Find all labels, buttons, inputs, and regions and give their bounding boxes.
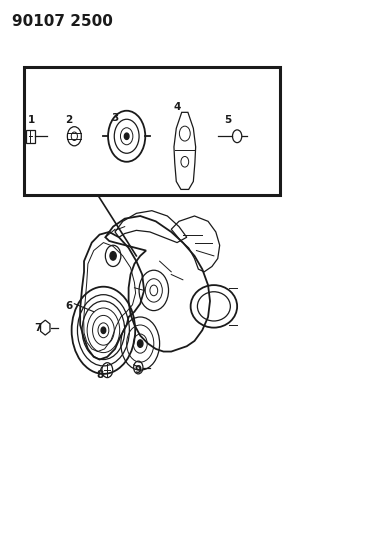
Circle shape: [124, 133, 129, 140]
Text: 5: 5: [224, 115, 231, 125]
Text: 4: 4: [173, 102, 181, 112]
Bar: [24, 67, 280, 195]
Circle shape: [110, 252, 116, 260]
Text: 9: 9: [135, 365, 142, 375]
Circle shape: [138, 340, 143, 348]
Circle shape: [101, 327, 106, 334]
Text: 6: 6: [65, 301, 72, 311]
Text: 90107 2500: 90107 2500: [12, 14, 113, 29]
Text: 2: 2: [65, 115, 72, 125]
Text: 8: 8: [96, 370, 103, 381]
Text: 3: 3: [111, 112, 119, 123]
Text: 1: 1: [28, 115, 35, 125]
Text: 7: 7: [34, 322, 41, 333]
